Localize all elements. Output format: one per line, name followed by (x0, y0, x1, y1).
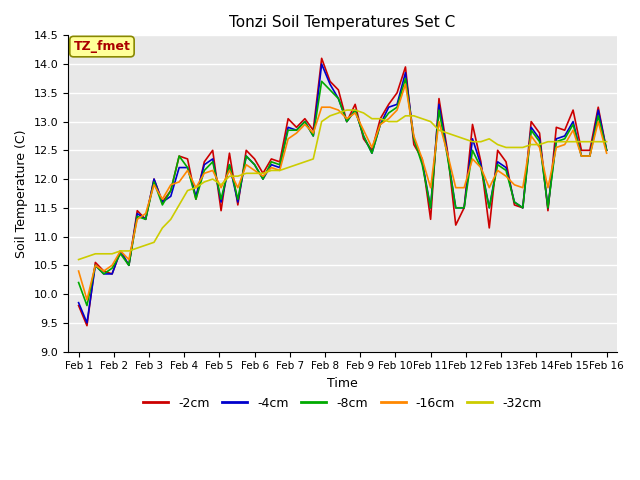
X-axis label: Time: Time (327, 377, 358, 390)
Text: TZ_fmet: TZ_fmet (74, 40, 131, 53)
Title: Tonzi Soil Temperatures Set C: Tonzi Soil Temperatures Set C (230, 15, 456, 30)
Y-axis label: Soil Temperature (C): Soil Temperature (C) (15, 129, 28, 258)
Legend: -2cm, -4cm, -8cm, -16cm, -32cm: -2cm, -4cm, -8cm, -16cm, -32cm (138, 392, 547, 415)
